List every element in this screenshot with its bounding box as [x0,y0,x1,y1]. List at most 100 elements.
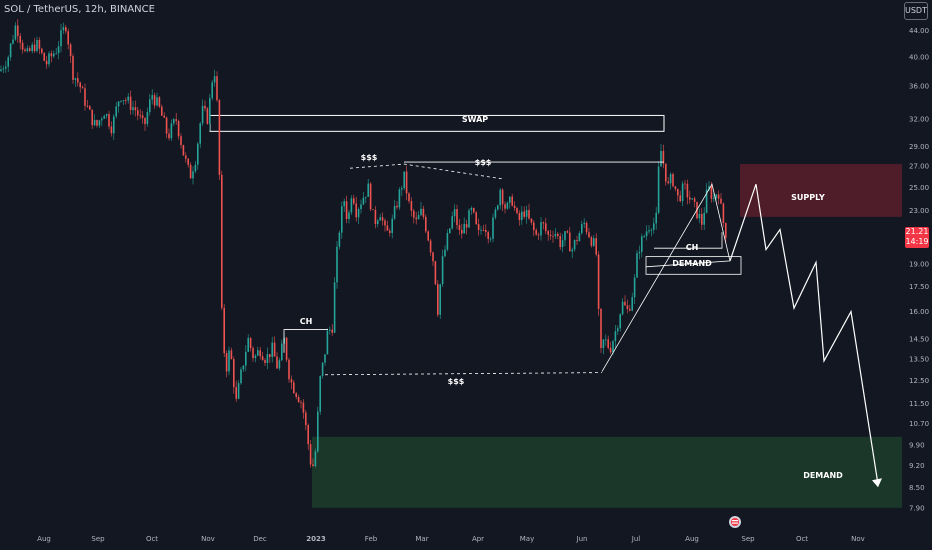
candle-body [96,120,98,126]
candle-body [405,171,408,194]
candle-body [665,163,667,182]
candle-body [725,222,727,239]
swap-box [209,114,665,132]
candle-body [125,100,127,101]
candle-body [518,213,521,221]
demand-zone-small [645,256,742,275]
candle-body [566,231,569,233]
candle-body [122,100,125,101]
candle-body [691,198,693,200]
candle-body [636,253,638,278]
candle-body [501,189,504,205]
candle-body [523,211,525,217]
candle-body [492,217,494,239]
candle-body [722,203,725,223]
candle-body [266,354,269,363]
candle-body [5,66,7,69]
candle-body [617,328,619,332]
candle-body [657,166,660,213]
candle-body [67,31,69,45]
price-tick-1: 40.00 [909,53,929,61]
candle-body [573,240,576,250]
candle-body [201,105,204,124]
candle-body [29,48,31,51]
currency-button[interactable]: USDT [904,2,928,20]
candle-body [463,224,465,234]
candle-body [578,233,581,242]
price-tick-19: 8.50 [909,484,925,492]
projection-path [729,184,879,485]
candle-body [132,107,134,111]
candle-body [14,25,17,40]
price-tick-16: 10.70 [909,420,929,428]
candle-body [345,201,348,219]
supply-zone [740,164,902,217]
time-tick-4: Dec [253,535,267,543]
candle-body [554,233,557,237]
candle-body [607,339,609,348]
candle-body [353,198,355,204]
candle-body [225,353,228,372]
candle-body [415,217,417,220]
candle-body [713,197,715,199]
candle-body [84,88,86,106]
candle-body [619,314,621,329]
candle-body [511,196,513,206]
candle-body [504,204,506,209]
candle-body [81,87,84,89]
candle-body [477,224,480,230]
candle-body [247,338,249,352]
ch-label-1: CH [300,317,313,326]
candle-body [197,143,199,165]
candle-body [677,188,679,196]
price-axis[interactable]: 44.00 40.00 36.00 32.00 29.00 27.00 25.00 23.00… [909,27,929,513]
news-flag-icon[interactable] [729,516,741,528]
candle-body [300,402,302,403]
symbol-title[interactable]: SOL / TetherUS, 12h, BINANCE [4,4,155,15]
candle-body [451,216,453,229]
candle-body [146,112,149,125]
time-tick-10: Jun [576,535,588,543]
candle-body [369,183,372,210]
candle-body [33,44,36,52]
candle-body [355,203,357,218]
candle-body [192,171,194,179]
candle-body [374,209,377,224]
demand-zone-large [312,436,902,508]
candle-body [621,301,624,315]
rising-wedge-lines [601,183,731,372]
candle-body [153,95,156,106]
candle-body [681,183,684,202]
time-axis[interactable]: Aug Sep Oct Nov Dec 2023 Feb Mar Apr May Jun Jul Aug… [37,535,865,543]
candle-body [441,256,444,285]
candle-body [297,397,300,403]
candle-body [701,213,703,225]
candle-body [338,232,341,247]
candle-body [645,231,648,237]
candle-body [108,114,110,127]
candle-body [38,39,41,49]
candle-body [549,234,552,237]
candle-body [444,249,446,257]
candle-body [194,164,197,172]
price-tick-15: 11.50 [909,400,929,408]
candle-body [312,464,314,467]
candle-body [117,101,120,107]
candle-body [134,107,137,111]
candle-body [189,164,192,179]
candle-body [468,210,470,228]
candle-body [233,359,235,388]
price-tick-18: 9.20 [909,462,925,470]
candle-body [151,95,153,100]
candle-body [218,100,221,175]
candle-body [583,222,585,225]
candle-body [254,355,257,359]
candle-body [653,223,655,230]
candle-body [425,216,427,232]
candle-body [439,284,441,315]
candle-body [175,119,177,121]
candle-body [540,222,542,236]
candle-body [91,109,93,126]
candle-body [487,232,489,240]
